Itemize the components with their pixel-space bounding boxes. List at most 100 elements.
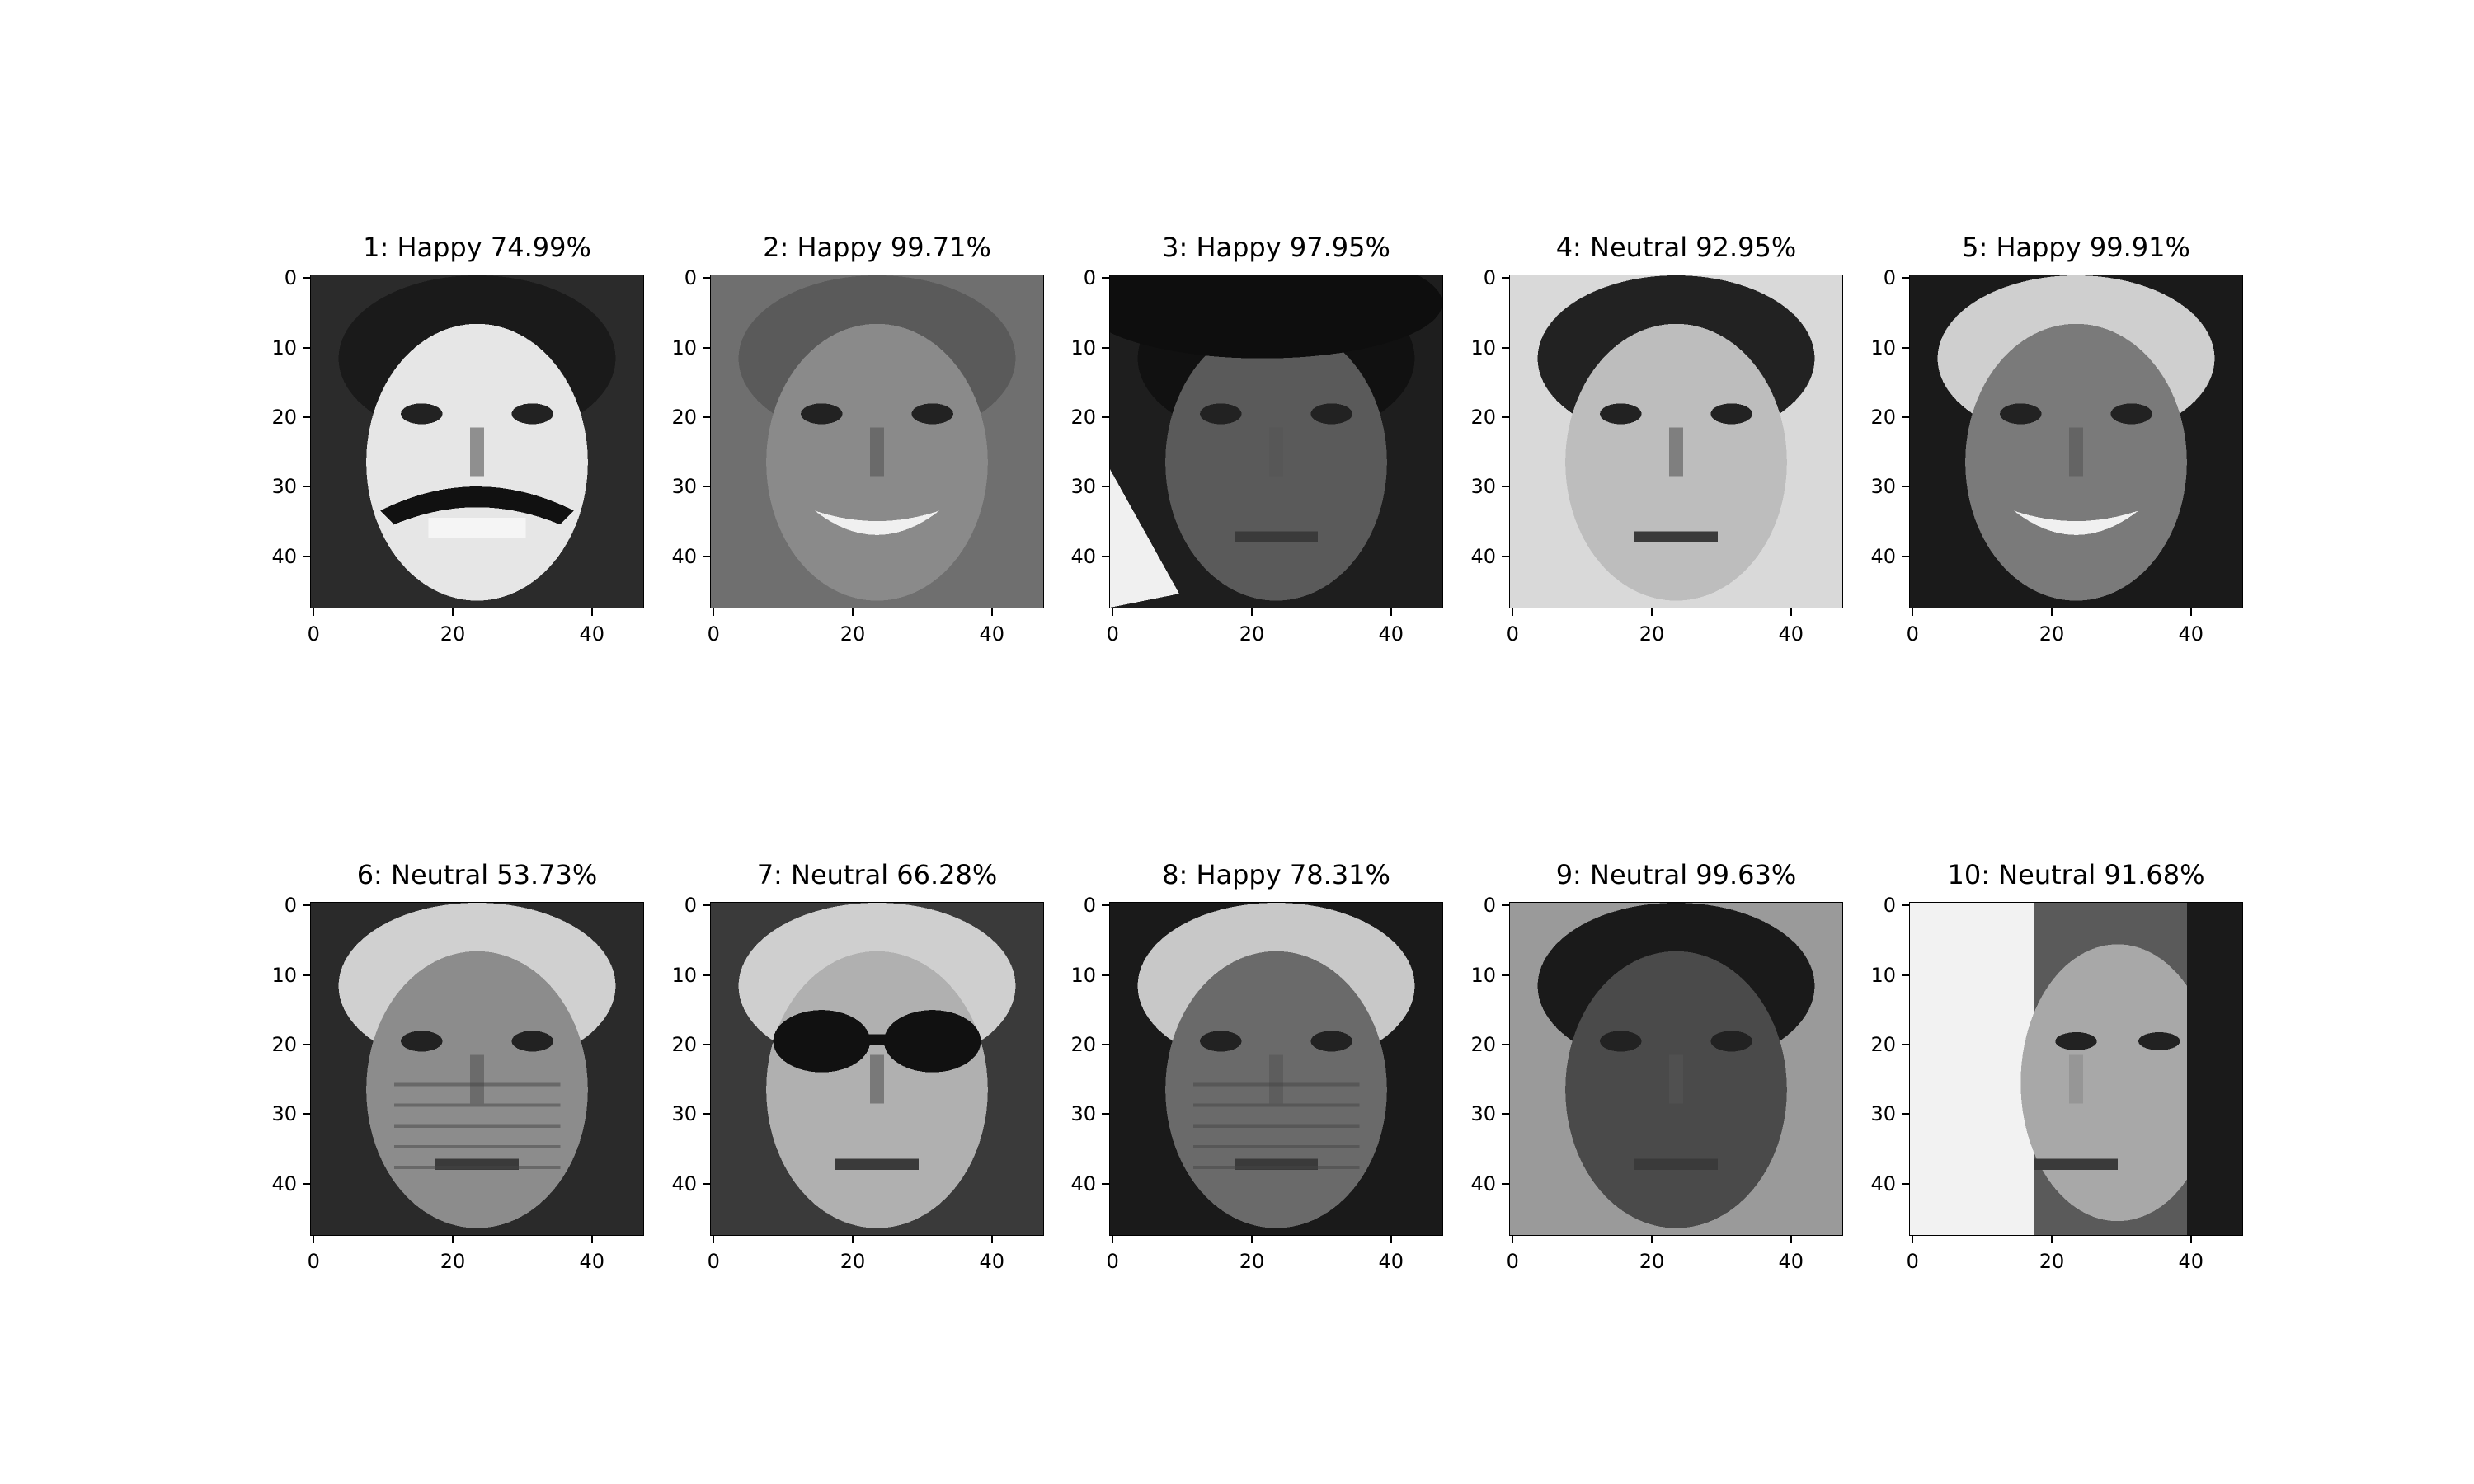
y-tick: 30 [1443, 1101, 1509, 1126]
x-tick-mark [1512, 608, 1514, 616]
y-tick-label: 30 [671, 1102, 697, 1126]
x-tick: 20 [1627, 1236, 1677, 1277]
y-tick: 30 [1843, 474, 1909, 499]
x-tick-label: 0 [707, 622, 720, 646]
y-tick-mark [1902, 486, 1909, 488]
x-tick-label: 40 [1378, 622, 1404, 646]
x-tick: 40 [1366, 1236, 1416, 1277]
x-tick-mark [1650, 1236, 1653, 1243]
y-tick: 0 [644, 265, 710, 290]
x-tick: 0 [1488, 608, 1537, 650]
y-tick-label: 30 [1070, 1102, 1096, 1126]
y-tick-label: 20 [1070, 405, 1096, 429]
y-tick-label: 0 [1883, 266, 1896, 290]
x-tick-label: 40 [579, 1250, 604, 1273]
y-tick-label: 20 [1870, 1032, 1896, 1056]
x-tick: 0 [1888, 608, 1937, 650]
subplot-panel: 8: Happy 78.31% 0 10 20 30 40 0 20 40 [1070, 859, 1443, 1273]
x-tick-mark [1512, 1236, 1514, 1243]
x-tick: 20 [828, 1236, 877, 1277]
y-tick: 40 [1443, 1172, 1509, 1196]
x-tick: 20 [1627, 608, 1677, 650]
x-tick-label: 40 [1378, 1250, 1404, 1273]
x-tick: 40 [1766, 608, 1816, 650]
x-tick-label: 20 [1239, 622, 1265, 646]
y-tick-mark [1102, 486, 1109, 488]
panel-title: 8: Happy 78.31% [1162, 859, 1390, 890]
y-tick: 40 [1043, 544, 1109, 569]
face-image [710, 902, 1044, 1236]
y-tick-mark [1502, 486, 1509, 488]
y-tick-label: 10 [1070, 963, 1096, 987]
x-tick-mark [1390, 608, 1392, 616]
x-tick-mark [2050, 608, 2053, 616]
y-tick-mark [1902, 555, 1909, 557]
x-tick: 0 [1088, 608, 1137, 650]
x-tick-mark [1112, 1236, 1114, 1243]
x-tick-label: 0 [307, 1250, 320, 1273]
x-tick-label: 0 [1506, 1250, 1519, 1273]
y-tick-mark [303, 904, 310, 907]
y-tick: 0 [244, 893, 310, 918]
y-tick-label: 20 [1470, 405, 1496, 429]
panel-title: 5: Happy 99.91% [1962, 232, 2190, 263]
x-tick-mark [713, 1236, 715, 1243]
y-tick: 0 [1443, 265, 1509, 290]
x-tick-mark [313, 1236, 315, 1243]
y-tick-mark [703, 974, 710, 976]
face-image [1909, 902, 2243, 1236]
x-tick-mark [2189, 608, 2192, 616]
x-tick: 20 [2027, 608, 2077, 650]
x-tick-mark [451, 1236, 454, 1243]
y-tick-label: 30 [271, 1102, 297, 1126]
y-tick-mark [1502, 416, 1509, 418]
x-tick-label: 20 [2039, 1250, 2065, 1273]
x-tick-mark [1912, 1236, 1914, 1243]
y-tick-label: 10 [671, 336, 697, 359]
x-tick-mark [990, 1236, 993, 1243]
y-tick-mark [1902, 1113, 1909, 1115]
y-tick: 0 [1043, 893, 1109, 918]
face-image [710, 275, 1044, 608]
panel-title: 1: Happy 74.99% [363, 232, 591, 263]
y-tick-label: 30 [271, 475, 297, 499]
x-tick-mark [1390, 1236, 1392, 1243]
x-tick-label: 20 [1639, 1250, 1665, 1273]
x-tick-label: 0 [707, 1250, 720, 1273]
y-tick-label: 40 [1870, 1172, 1896, 1195]
subplot-panel: 5: Happy 99.91% 0 10 20 30 40 0 20 40 [1870, 232, 2243, 646]
y-tick: 10 [644, 963, 710, 988]
subplot-panel: 10: Neutral 91.68% 0 10 20 30 40 0 20 40 [1870, 859, 2243, 1273]
y-tick: 30 [1043, 1101, 1109, 1126]
x-tick-mark [1250, 1236, 1253, 1243]
y-tick: 30 [1843, 1101, 1909, 1126]
x-tick: 0 [689, 1236, 738, 1277]
panel-title: 3: Happy 97.95% [1162, 232, 1390, 263]
x-tick-mark [1250, 608, 1253, 616]
y-tick-label: 30 [1870, 475, 1896, 499]
x-tick-label: 40 [1778, 1250, 1804, 1273]
y-tick-mark [1502, 346, 1509, 349]
panel-title: 7: Neutral 66.28% [756, 859, 998, 890]
x-tick: 40 [567, 608, 617, 650]
y-tick-label: 0 [1083, 266, 1096, 290]
y-tick-mark [703, 1182, 710, 1185]
x-tick-mark [1650, 608, 1653, 616]
y-tick-mark [1502, 904, 1509, 907]
y-tick: 10 [1043, 336, 1109, 360]
y-tick-label: 0 [684, 894, 697, 918]
y-tick-mark [703, 555, 710, 557]
x-tick-label: 40 [2178, 1250, 2204, 1273]
x-tick: 20 [828, 608, 877, 650]
y-tick-label: 10 [1870, 963, 1896, 987]
y-tick: 20 [1443, 1032, 1509, 1057]
y-tick-label: 20 [271, 1032, 297, 1056]
y-tick-label: 40 [1470, 544, 1496, 568]
x-tick: 40 [967, 608, 1017, 650]
y-tick-label: 30 [1070, 475, 1096, 499]
x-tick: 0 [1888, 1236, 1937, 1277]
x-tick-label: 0 [1906, 1250, 1919, 1273]
x-tick-mark [851, 608, 854, 616]
x-tick: 0 [1088, 1236, 1137, 1277]
